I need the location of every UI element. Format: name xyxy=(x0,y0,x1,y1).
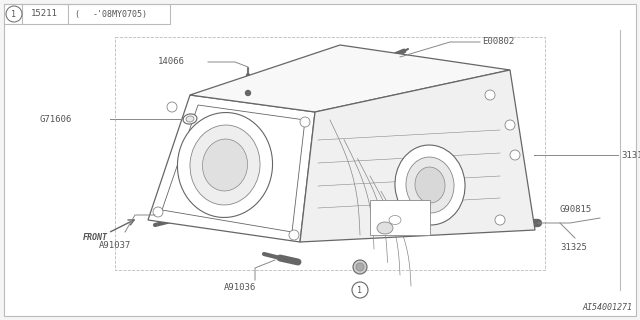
Text: 1: 1 xyxy=(12,10,17,19)
Text: 14066: 14066 xyxy=(158,58,185,67)
Circle shape xyxy=(356,263,364,271)
Text: G71606: G71606 xyxy=(40,115,72,124)
Circle shape xyxy=(153,207,163,217)
Circle shape xyxy=(352,282,368,298)
Circle shape xyxy=(167,102,177,112)
Text: FRONT: FRONT xyxy=(83,234,108,243)
Text: A91037: A91037 xyxy=(99,241,131,250)
Polygon shape xyxy=(148,95,315,242)
Ellipse shape xyxy=(406,157,454,213)
Text: AI54001271: AI54001271 xyxy=(582,303,632,312)
Circle shape xyxy=(353,260,367,274)
Polygon shape xyxy=(162,105,305,232)
Text: 15211: 15211 xyxy=(31,10,58,19)
Ellipse shape xyxy=(377,222,393,234)
Ellipse shape xyxy=(395,145,465,225)
Circle shape xyxy=(289,230,299,240)
Text: 1: 1 xyxy=(358,286,362,295)
Circle shape xyxy=(246,91,250,95)
Ellipse shape xyxy=(202,139,248,191)
Ellipse shape xyxy=(183,114,197,124)
Text: 31311: 31311 xyxy=(621,150,640,159)
Text: -'08MY0705): -'08MY0705) xyxy=(93,10,147,19)
Text: 31325: 31325 xyxy=(560,244,587,252)
FancyBboxPatch shape xyxy=(370,200,430,235)
Ellipse shape xyxy=(186,116,194,122)
Polygon shape xyxy=(300,70,535,242)
Circle shape xyxy=(300,117,310,127)
Circle shape xyxy=(510,150,520,160)
Ellipse shape xyxy=(177,113,273,218)
Text: (: ( xyxy=(74,10,79,19)
Polygon shape xyxy=(190,45,510,112)
Text: A91036: A91036 xyxy=(224,284,256,292)
Circle shape xyxy=(6,6,22,22)
Circle shape xyxy=(495,215,505,225)
Ellipse shape xyxy=(415,167,445,203)
Text: G90815: G90815 xyxy=(560,205,592,214)
Ellipse shape xyxy=(190,125,260,205)
Text: E00802: E00802 xyxy=(482,37,515,46)
Circle shape xyxy=(485,90,495,100)
Circle shape xyxy=(505,120,515,130)
Ellipse shape xyxy=(389,215,401,225)
